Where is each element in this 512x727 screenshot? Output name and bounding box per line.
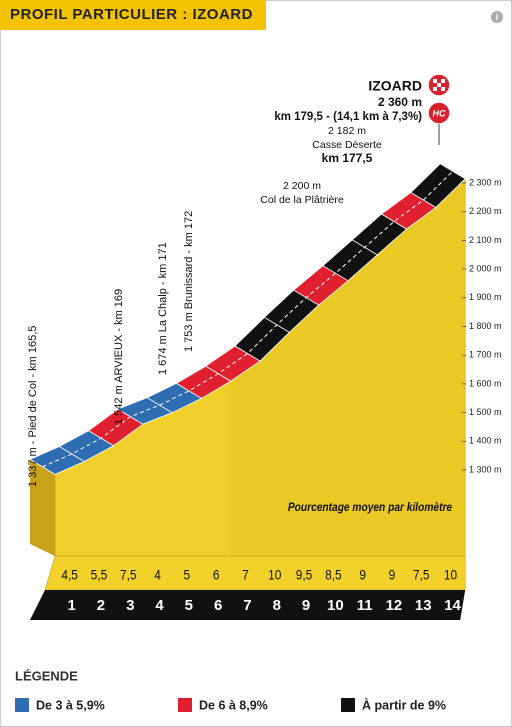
gradient-label: 10	[444, 567, 457, 583]
checker	[441, 79, 445, 83]
legend-label: À partir de 9%	[362, 697, 446, 712]
gradient-label: 7,5	[413, 567, 430, 583]
annotation: 2 200 m	[283, 180, 321, 192]
km-label: 6	[214, 597, 222, 614]
km-label: 9	[302, 597, 310, 614]
annotation: 2 182 m	[328, 125, 366, 137]
km-label: 12	[386, 597, 403, 614]
gradient-label: 8,5	[325, 567, 342, 583]
info-icon[interactable]	[491, 11, 503, 23]
legend-swatch	[341, 698, 355, 712]
checker	[437, 83, 441, 87]
gradient-label: 9	[359, 567, 366, 583]
profile-shade	[230, 178, 466, 556]
y-tick-label: 2 000 m	[469, 263, 502, 273]
category-label: HC	[433, 108, 446, 118]
km-label: 10	[327, 597, 344, 614]
profile-side	[30, 459, 55, 556]
legend-label: De 3 à 5,9%	[36, 698, 105, 712]
summit-altitude: 2 360 m	[378, 95, 422, 109]
y-tick-label: 2 300 m	[469, 177, 502, 187]
y-tick-label: 2 200 m	[469, 206, 502, 216]
gradient-label: 5	[184, 567, 191, 583]
gradient-label: 9	[389, 567, 396, 583]
checker	[433, 87, 437, 91]
y-tick-label: 1 300 m	[469, 464, 502, 474]
km-label: 1	[67, 597, 75, 614]
legend-label: De 6 à 8,9%	[199, 698, 268, 712]
km-label: 8	[273, 597, 281, 614]
gradient-label: 4	[154, 567, 161, 583]
annotation: Casse Déserte	[312, 139, 382, 151]
km-label: 2	[97, 597, 105, 614]
checker	[437, 79, 441, 83]
checker	[433, 83, 437, 87]
gradient-label: 7,5	[120, 567, 137, 583]
km-label: 14	[444, 597, 461, 614]
gradient-label: 9,5	[296, 567, 313, 583]
y-tick-label: 1 600 m	[469, 378, 502, 388]
title-bar	[0, 0, 266, 30]
checker	[433, 79, 437, 83]
info-icon-glyph: i	[496, 12, 499, 22]
chart-title: PROFIL PARTICULIER : IZOARD	[10, 6, 253, 23]
y-tick-label: 1 900 m	[469, 292, 502, 302]
y-tick-label: 1 400 m	[469, 436, 502, 446]
annotation: 1 753 m Brunissard - km 172	[183, 211, 195, 352]
km-label: 4	[155, 597, 164, 614]
legend-title: LÉGENDE	[15, 668, 78, 683]
gradient-segment	[410, 163, 466, 208]
y-tick-label: 1 500 m	[469, 407, 502, 417]
gradient-label: 5,5	[91, 567, 108, 583]
km-label: 3	[126, 597, 134, 614]
gradient-label: 10	[268, 567, 281, 583]
center-line	[42, 170, 454, 468]
values-label: Pourcentage moyen par kilomètre	[288, 501, 452, 514]
km-band	[30, 590, 466, 620]
km-label: 11	[357, 597, 373, 614]
annotation: Col de la Plâtrière	[260, 194, 344, 206]
annotation: 1 542 m ARVIEUX - km 169	[113, 289, 125, 425]
legend-swatch	[178, 698, 192, 712]
y-tick-label: 1 700 m	[469, 350, 502, 360]
checker	[437, 87, 441, 91]
annotation: 1 337 m - Pied de Col - km 165,5	[27, 326, 39, 487]
legend-swatch	[15, 698, 29, 712]
y-tick-label: 2 100 m	[469, 235, 502, 245]
gradient-label: 6	[213, 567, 220, 583]
checker	[441, 83, 445, 87]
gradient-label: 4,5	[61, 567, 78, 583]
gradient-row	[44, 555, 466, 591]
y-tick-label: 1 800 m	[469, 321, 502, 331]
km-label: 13	[415, 597, 432, 614]
checker	[441, 87, 445, 91]
annotation: km 177,5	[322, 151, 373, 165]
summit-detail: km 179,5 - (14,1 km à 7,3%)	[274, 111, 422, 123]
gradient-label: 7	[242, 567, 249, 583]
km-label: 7	[243, 597, 251, 614]
annotation: 1 674 m La Chalp - km 171	[157, 242, 169, 375]
km-label: 5	[185, 597, 193, 614]
summit-name: IZOARD	[368, 78, 422, 94]
